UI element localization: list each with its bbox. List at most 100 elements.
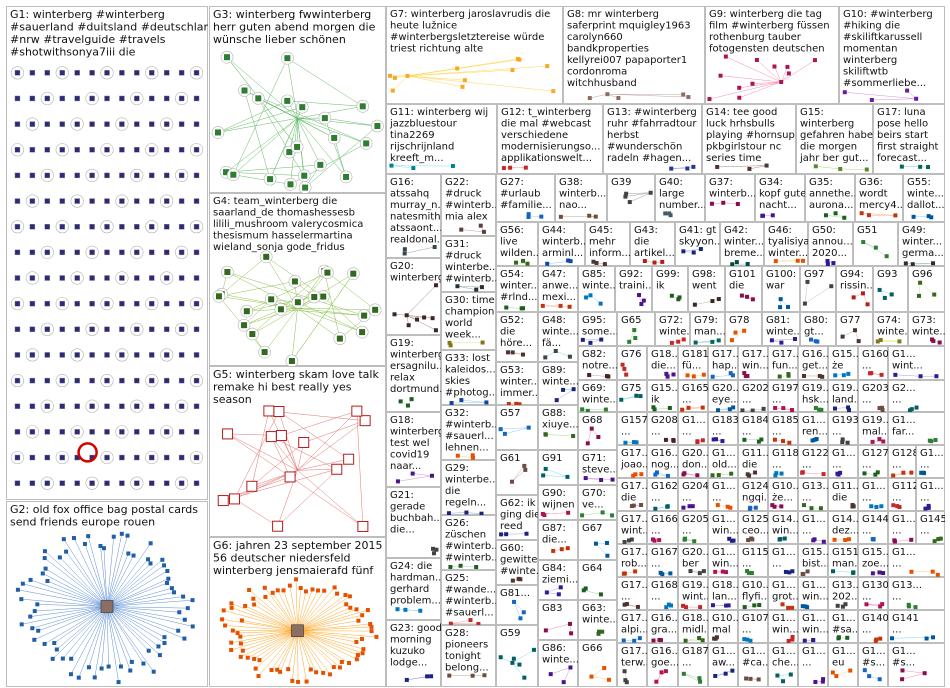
node xyxy=(178,326,185,332)
group-label: G74: winte... xyxy=(877,315,914,338)
node xyxy=(620,362,625,367)
group-label-line: zoe... xyxy=(862,559,889,570)
group-g128: G128... xyxy=(888,445,916,478)
group-label-line: nacht... xyxy=(759,200,797,211)
node xyxy=(476,621,481,626)
node xyxy=(878,338,883,343)
node xyxy=(688,569,693,574)
node xyxy=(146,557,151,562)
group-label: G53: winter... immer... xyxy=(500,365,541,399)
edge xyxy=(297,589,313,631)
node xyxy=(14,224,21,230)
node xyxy=(710,339,715,344)
node xyxy=(801,503,806,508)
node xyxy=(263,253,270,260)
group-border xyxy=(617,643,647,687)
group-label-line: die xyxy=(445,486,460,497)
node xyxy=(931,261,936,266)
group-label-line: tina2269 xyxy=(390,130,435,141)
group-label: G112... xyxy=(892,481,919,504)
node xyxy=(838,166,843,171)
node xyxy=(680,407,685,412)
group-label: G42: winter... breme... xyxy=(724,225,766,259)
node xyxy=(735,202,740,207)
group-g118: G118... xyxy=(768,445,798,478)
group-label-line: ceo... xyxy=(742,526,769,537)
edge xyxy=(240,630,298,658)
node xyxy=(429,674,434,679)
group-label-line: 2020... xyxy=(812,248,847,259)
group-label-line: ... xyxy=(772,559,782,570)
group-g145: G145... xyxy=(916,511,945,544)
group-label-line: win... xyxy=(802,625,829,636)
group-label: G83 xyxy=(542,603,562,614)
group-label: G160... xyxy=(862,349,889,372)
edge xyxy=(283,590,298,631)
group-g15e: G15... zoe... xyxy=(858,544,889,577)
node xyxy=(745,637,750,642)
node xyxy=(193,70,200,76)
node xyxy=(29,224,36,230)
group-label: G17...... xyxy=(621,580,651,603)
edge xyxy=(407,75,463,88)
node xyxy=(59,224,65,230)
node xyxy=(59,172,65,179)
node xyxy=(729,338,734,343)
group-g48: G48: winte... fä... xyxy=(538,312,579,362)
node xyxy=(59,70,65,76)
node xyxy=(263,594,268,599)
group-label-line: #druck xyxy=(445,251,482,262)
group-border xyxy=(607,174,655,222)
group-g1b: G1... wint... xyxy=(888,346,945,380)
group-g1s: G1... win... xyxy=(798,577,828,610)
group-g166: G166... xyxy=(647,511,678,544)
group-label-line: G125 xyxy=(742,514,769,525)
group-label-line: G193 xyxy=(832,415,859,426)
group-label-line: season xyxy=(213,393,252,406)
node xyxy=(756,677,761,682)
node xyxy=(163,377,170,384)
node xyxy=(14,403,21,409)
node xyxy=(918,374,923,379)
group-g18d: G18... midl... xyxy=(678,610,708,643)
node xyxy=(74,480,80,486)
node xyxy=(44,95,51,102)
edge xyxy=(106,533,123,607)
node xyxy=(686,405,691,410)
group-label-line: G93 xyxy=(877,269,897,280)
node xyxy=(821,472,826,477)
node xyxy=(459,398,464,403)
group-g18b: G18... die... xyxy=(647,346,678,380)
node xyxy=(149,121,155,127)
group-label-line: champion xyxy=(445,307,494,318)
node xyxy=(691,164,696,169)
node xyxy=(903,261,908,266)
node xyxy=(269,668,274,673)
edge xyxy=(895,374,921,377)
node xyxy=(626,538,631,543)
group-label-line: G2: old fox office bag postal cards xyxy=(10,503,198,516)
node xyxy=(825,258,830,263)
node xyxy=(938,536,943,541)
node xyxy=(869,371,874,376)
group-label-line: ... xyxy=(892,625,902,636)
node xyxy=(879,504,884,509)
node xyxy=(44,121,51,127)
node xyxy=(910,262,915,267)
group-label-line: wint... xyxy=(892,361,923,372)
group-label: G81: winte... xyxy=(766,315,803,338)
edge xyxy=(304,125,378,188)
node xyxy=(361,647,366,652)
node xyxy=(351,405,363,417)
edge xyxy=(781,59,816,83)
node xyxy=(745,569,750,574)
node xyxy=(864,167,869,172)
group-label: G48: winte... fä... xyxy=(542,315,579,349)
edge xyxy=(246,272,328,312)
group-label-line: grot... xyxy=(772,592,802,603)
node xyxy=(690,504,695,509)
group-g19b: G19... hsk... xyxy=(798,380,828,412)
group-label-line: G45: xyxy=(589,225,613,236)
group-g1aa: G1... eu xyxy=(828,643,858,687)
group-label-line: wilden... xyxy=(500,248,542,259)
